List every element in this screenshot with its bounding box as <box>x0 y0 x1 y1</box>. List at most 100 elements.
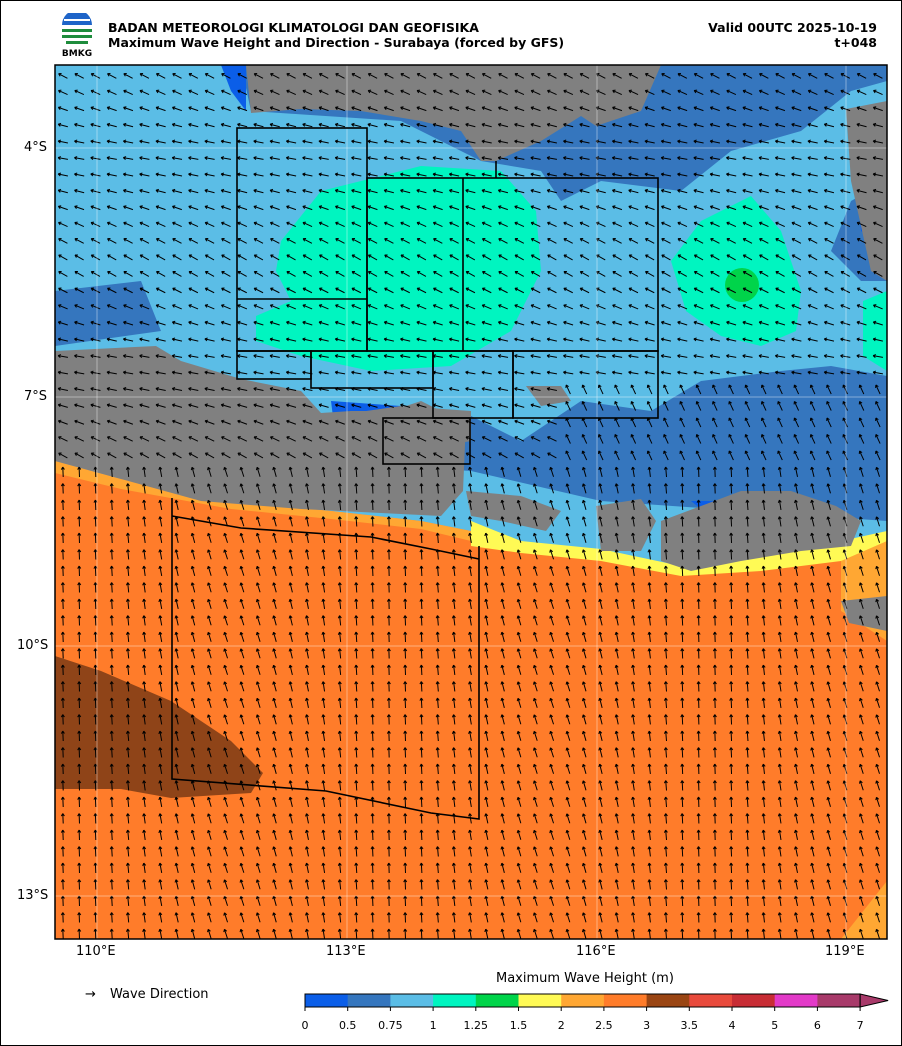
wave-direction-arrow <box>791 370 802 375</box>
wave-direction-arrow <box>807 122 818 128</box>
wave-direction-arrow <box>90 270 101 277</box>
wave-direction-arrow <box>383 419 394 425</box>
wave-direction-arrow <box>596 254 606 261</box>
wave-direction-arrow <box>644 337 655 342</box>
wave-direction-arrow <box>660 172 672 177</box>
wave-direction-arrow <box>677 320 688 326</box>
wave-direction-arrow <box>579 205 590 211</box>
colorbar-segment <box>603 994 648 1007</box>
wave-direction-arrow <box>856 188 867 194</box>
wave-direction-arrow <box>856 237 867 244</box>
wave-direction-arrow <box>709 122 720 128</box>
wave-direction-arrow <box>302 89 313 95</box>
wave-direction-arrow <box>709 172 721 177</box>
wave-direction-arrow <box>565 466 571 477</box>
wave-direction-arrow <box>383 354 395 358</box>
wave-direction-arrow <box>302 320 313 326</box>
wave-direction-arrow <box>139 237 150 244</box>
wave-direction-arrow <box>302 337 313 342</box>
wave-direction-arrow <box>107 287 117 294</box>
wave-direction-arrow <box>840 254 850 261</box>
wave-direction-arrow <box>383 370 395 375</box>
wave-direction-arrow <box>90 106 101 112</box>
wave-direction-arrow <box>530 452 541 459</box>
wave-direction-arrow <box>793 417 800 428</box>
wave-direction-arrow <box>597 401 604 411</box>
wave-direction-arrow <box>221 436 231 442</box>
wave-direction-arrow <box>302 221 313 227</box>
wave-direction-arrow <box>628 370 639 375</box>
wave-direction-arrow <box>712 434 718 444</box>
wave-direction-arrow <box>188 89 199 95</box>
wave-direction-arrow <box>514 106 525 112</box>
wave-direction-arrow <box>856 122 867 128</box>
wave-direction-arrow <box>856 287 867 294</box>
wave-direction-arrow <box>581 384 588 395</box>
wave-direction-arrow <box>856 139 867 144</box>
wave-direction-arrow <box>709 156 721 160</box>
wave-direction-arrow <box>122 156 134 160</box>
wave-direction-arrow <box>481 403 492 408</box>
wave-direction-arrow <box>516 483 522 494</box>
wave-direction-arrow <box>775 122 786 128</box>
wave-direction-arrow <box>255 499 261 510</box>
wave-direction-arrow <box>596 270 606 277</box>
wave-direction-arrow <box>856 73 867 79</box>
wave-direction-arrow <box>514 337 525 342</box>
wave-direction-arrow <box>497 403 509 408</box>
wave-direction-arrow <box>400 89 411 95</box>
wave-direction-arrow <box>237 237 247 244</box>
wave-direction-arrow <box>449 403 460 408</box>
wave-direction-arrow <box>204 370 215 375</box>
wave-direction-arrow <box>122 387 134 392</box>
wave-direction-arrow <box>824 287 834 294</box>
wave-field-2-25 <box>55 461 471 541</box>
wave-direction-arrow <box>253 139 264 144</box>
wave-direction-arrow <box>370 483 375 494</box>
wave-direction-arrow <box>630 401 637 411</box>
wave-direction-arrow <box>188 287 199 294</box>
wave-direction-arrow <box>416 156 427 160</box>
wave-direction-arrow <box>253 403 264 408</box>
wave-direction-arrow <box>403 483 408 494</box>
wave-direction-arrow <box>481 304 492 310</box>
wave-direction-arrow <box>432 122 443 128</box>
wave-direction-arrow <box>253 106 264 112</box>
wave-direction-arrow <box>628 221 639 227</box>
wave-direction-arrow <box>321 483 326 494</box>
wave-direction-arrow <box>383 106 394 112</box>
wave-direction-arrow <box>611 172 623 177</box>
wave-direction-arrow <box>106 188 117 194</box>
wave-direction-arrow <box>204 237 215 244</box>
wave-direction-arrow <box>530 320 541 326</box>
wave-direction-arrow <box>842 466 848 477</box>
wave-direction-arrow <box>253 387 264 392</box>
wave-direction-arrow <box>614 384 620 395</box>
wave-direction-arrow <box>155 452 166 459</box>
wave-direction-arrow <box>221 237 231 244</box>
wave-direction-arrow <box>612 188 623 194</box>
wave-direction-arrow <box>809 384 816 395</box>
wave-direction-arrow <box>873 287 883 294</box>
colorbar-segment <box>817 994 861 1007</box>
wave-direction-arrow <box>644 320 655 326</box>
wave-direction-arrow <box>758 89 769 95</box>
wave-direction-arrow <box>221 254 231 261</box>
wave-direction-arrow <box>207 499 212 510</box>
wave-direction-arrow <box>432 106 443 112</box>
wave-direction-arrow <box>663 483 668 494</box>
wave-direction-arrow <box>204 304 215 310</box>
colorbar: 0 0.5 0.75 1 1.25 1.5 2 2.5 3 3.5 4 5 6 7 <box>302 993 889 1032</box>
wave-direction-arrow <box>367 139 378 144</box>
wave-direction-arrow <box>758 320 769 326</box>
wave-direction-arrow <box>579 122 590 128</box>
wave-direction-arrow <box>400 122 411 128</box>
wave-direction-arrow <box>563 139 574 144</box>
wave-direction-arrow <box>514 370 525 375</box>
colorbar-tick-label: 7 <box>857 1019 864 1032</box>
wave-direction-arrow <box>677 106 688 112</box>
wave-direction-arrow <box>155 304 166 310</box>
wave-direction-arrow <box>351 188 362 194</box>
wave-direction-arrow <box>319 254 329 261</box>
wave-direction-arrow <box>109 483 114 494</box>
